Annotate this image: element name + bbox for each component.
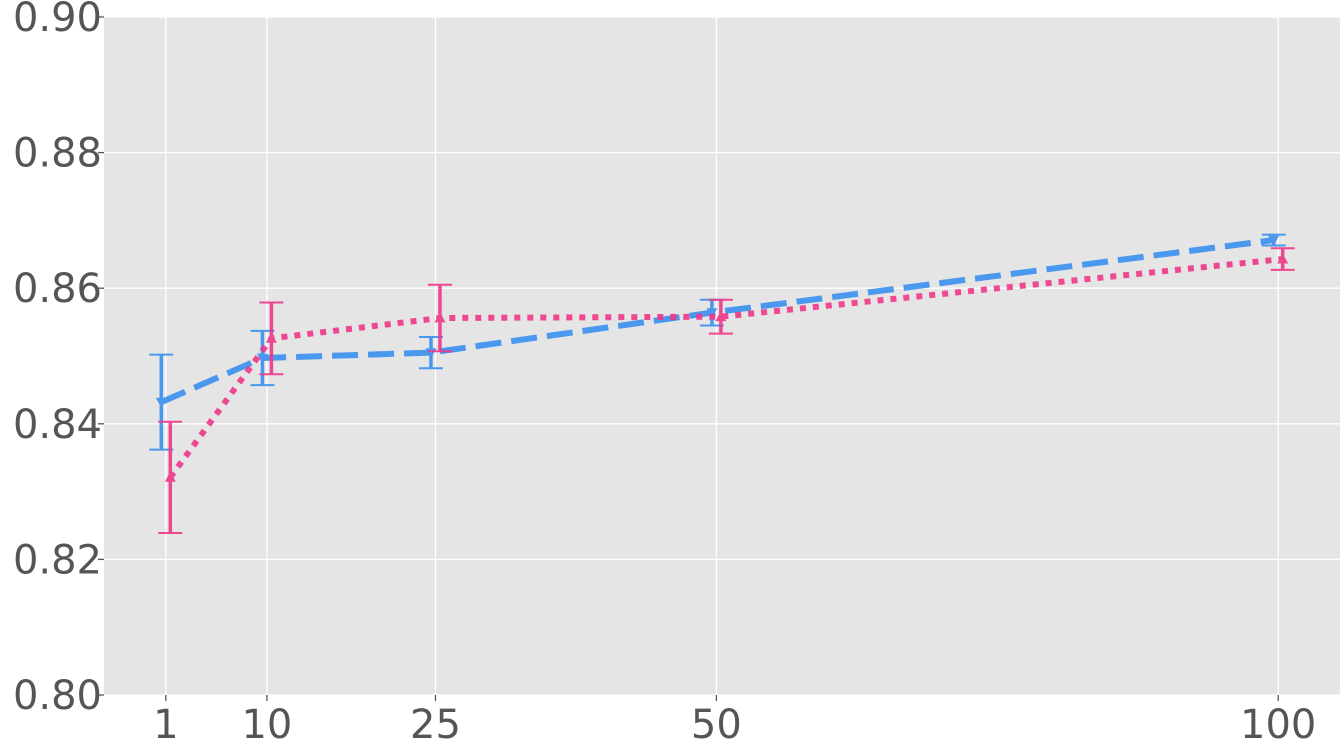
data-point: [164, 471, 176, 482]
x-axis: 1 10 25 50 100: [153, 695, 1316, 747]
data-point: [256, 353, 268, 364]
data-point: [155, 397, 167, 408]
data-point: [1268, 235, 1280, 246]
y-tick-label: 0.82: [13, 537, 102, 583]
grid-lines: [104, 16, 1340, 696]
series-layer: [149, 233, 1295, 534]
y-tick-label: 0.84: [13, 402, 102, 448]
x-tick-label: 50: [691, 702, 742, 747]
x-tick-label: 100: [1240, 702, 1316, 747]
y-tick-label: 0.80: [13, 673, 102, 719]
x-tick-label: 25: [410, 702, 461, 747]
data-point: [1277, 253, 1289, 264]
y-axis: 0.80 0.82 0.84 0.86 0.88 0.90: [13, 0, 104, 719]
plot-background: [104, 17, 1340, 695]
data-point: [715, 311, 727, 322]
y-tick-label: 0.86: [13, 266, 102, 312]
x-tick-label: 10: [241, 702, 292, 747]
series-2: [158, 247, 1295, 534]
series-line: [160, 237, 1275, 405]
y-tick-label: 0.90: [13, 0, 102, 41]
data-point: [434, 312, 446, 323]
y-tick-label: 0.88: [13, 131, 102, 177]
data-point: [706, 308, 718, 319]
x-tick-label: 1: [153, 702, 178, 747]
data-point: [265, 332, 277, 343]
